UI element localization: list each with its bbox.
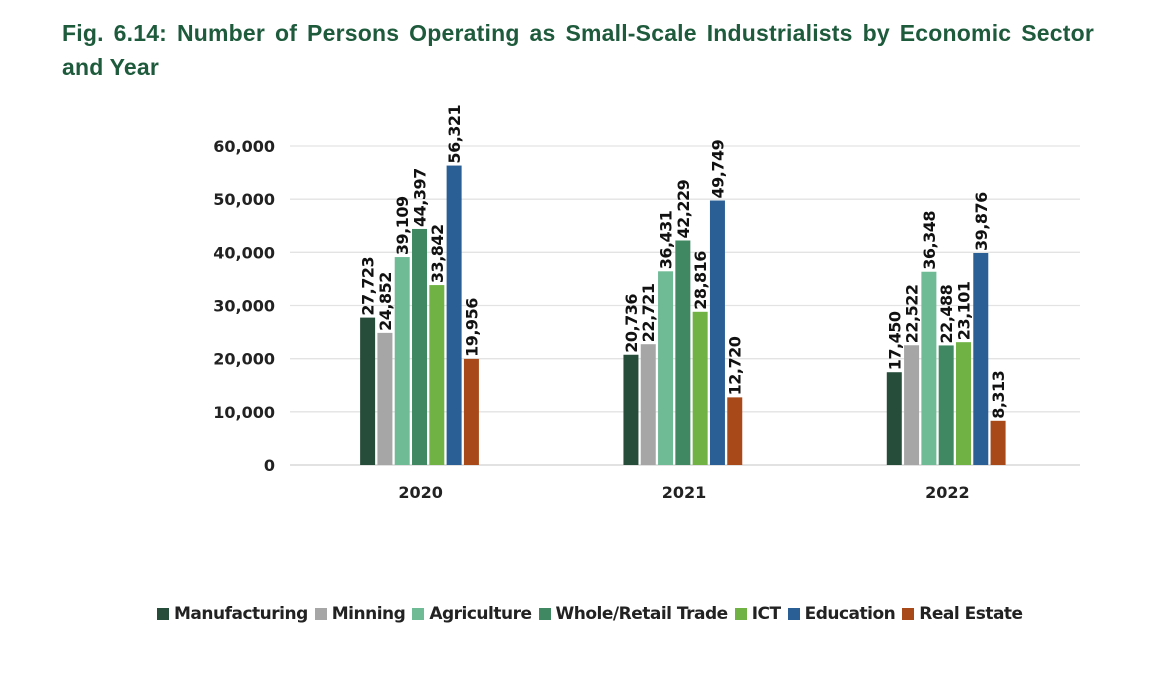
- data-label: 22,721: [639, 283, 658, 342]
- data-label: 44,397: [411, 168, 430, 227]
- y-tick-label: 0: [264, 456, 275, 475]
- legend-item: Minning: [314, 604, 406, 624]
- bar-education-2020: [446, 165, 462, 466]
- legend-label: Real Estate: [919, 604, 1023, 624]
- legend-label: Minning: [331, 604, 406, 624]
- legend-swatch: [314, 608, 327, 620]
- bar-minning-2021: [640, 344, 656, 465]
- legend-item: Manufacturing: [157, 604, 308, 624]
- y-tick-label: 20,000: [213, 350, 275, 369]
- data-label: 19,956: [462, 298, 481, 357]
- legend-swatch: [538, 608, 551, 620]
- legend-item: ICT: [734, 604, 781, 624]
- legend-swatch: [157, 608, 169, 620]
- bar-chart: 0 10,000 20,000 30,000 40,000 50,000 60,000 202…: [213, 104, 1080, 502]
- data-label: 49,749: [708, 139, 727, 198]
- legend-label: Education: [804, 604, 896, 624]
- bar-agriculture-2021: [658, 271, 674, 465]
- bar-real-estate-2022: [990, 420, 1006, 465]
- data-label: 36,348: [920, 211, 939, 270]
- bar-ict-2022: [955, 342, 971, 465]
- data-label: 39,109: [393, 196, 412, 255]
- bar-ict-2020: [429, 285, 445, 465]
- data-label: 24,852: [376, 272, 395, 331]
- data-label: 20,736: [622, 294, 641, 353]
- bar-whole-retail-trade-2021: [675, 240, 691, 465]
- bar-manufacturing-2021: [623, 354, 639, 465]
- legend-swatch: [412, 608, 425, 620]
- legend-item: Real Estate: [902, 604, 1023, 624]
- y-tick-label: 40,000: [213, 243, 275, 262]
- bar-whole-retail-trade-2022: [938, 345, 954, 465]
- data-label: 23,101: [954, 281, 973, 340]
- bar-agriculture-2020: [394, 257, 410, 465]
- data-label: 33,842: [428, 224, 447, 283]
- legend-swatch: [902, 608, 915, 620]
- data-label: 28,816: [691, 251, 710, 310]
- legend-item: Whole/Retail Trade: [538, 604, 729, 624]
- legend-item: Education: [787, 604, 896, 624]
- data-label: 36,431: [657, 210, 676, 269]
- x-tick-label: 2021: [662, 483, 707, 502]
- x-tick-label: 2022: [925, 483, 970, 502]
- chart-title: Fig. 6.14: Number of Persons Operating a…: [62, 20, 1094, 80]
- legend-swatch: [787, 608, 800, 620]
- data-label: 22,488: [937, 284, 956, 343]
- bar-minning-2022: [904, 345, 920, 465]
- bar-agriculture-2022: [921, 271, 937, 465]
- bar-minning-2020: [377, 332, 393, 465]
- x-tick-label: 2020: [398, 483, 443, 502]
- data-label: 56,321: [445, 104, 464, 163]
- bar-real-estate-2020: [463, 358, 479, 465]
- data-label: 27,723: [359, 257, 378, 316]
- y-tick-label: 30,000: [213, 297, 275, 316]
- bar-real-estate-2021: [727, 397, 743, 465]
- legend: Manufacturing Minning Agriculture Whole/Ret…: [157, 604, 1030, 624]
- legend-swatch: [734, 608, 747, 620]
- data-label: 8,313: [989, 371, 1008, 419]
- legend-label: ICT: [751, 604, 781, 624]
- bar-ict-2021: [692, 311, 708, 465]
- data-label: 39,876: [972, 192, 991, 251]
- bar-whole-retail-trade-2020: [412, 228, 428, 465]
- data-label: 22,522: [903, 285, 922, 344]
- y-tick-label: 60,000: [213, 137, 275, 156]
- bar-education-2022: [973, 252, 989, 465]
- y-tick-label: 50,000: [213, 190, 275, 209]
- y-tick-label: 10,000: [213, 403, 275, 422]
- bar-manufacturing-2022: [886, 372, 902, 465]
- legend-label: Manufacturing: [174, 604, 308, 624]
- data-label: 17,450: [885, 311, 904, 370]
- bar-education-2021: [709, 200, 725, 465]
- legend-label: Agriculture: [429, 604, 532, 624]
- data-label: 12,720: [726, 336, 745, 395]
- data-label: 42,229: [674, 179, 693, 238]
- legend-label: Whole/Retail Trade: [555, 604, 729, 624]
- bar-manufacturing-2020: [360, 317, 376, 465]
- legend-item: Agriculture: [412, 604, 532, 624]
